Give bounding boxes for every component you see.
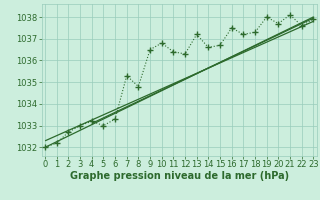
- X-axis label: Graphe pression niveau de la mer (hPa): Graphe pression niveau de la mer (hPa): [70, 171, 289, 181]
